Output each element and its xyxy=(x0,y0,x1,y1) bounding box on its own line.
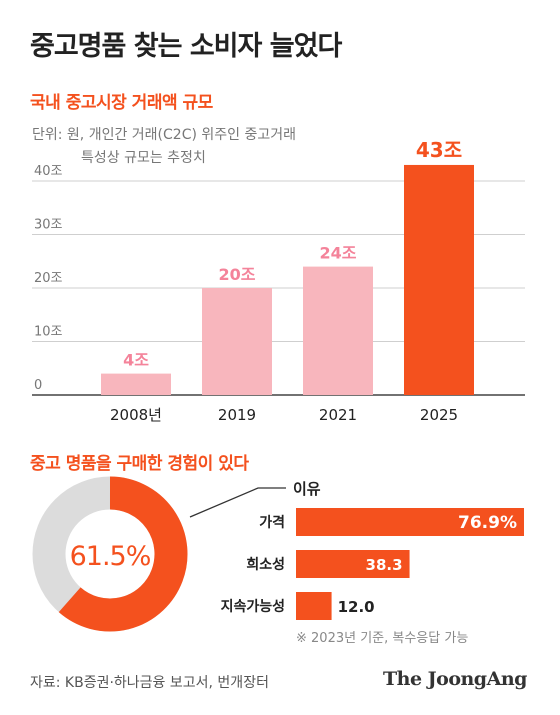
reason-value-labels: 76.9% 38.3 12.0 xyxy=(338,513,517,616)
donut-chart-title: 중고 명품을 구매한 경험이 있다 xyxy=(30,454,249,474)
connector-line xyxy=(189,487,286,518)
main-title: 중고명품 찾는 소비자 늘었다 xyxy=(30,31,342,62)
y-tick-label: 20조 xyxy=(34,271,63,286)
y-tick-label: 40조 xyxy=(34,164,63,179)
x-category-label: 2008년 xyxy=(110,406,162,424)
bar-chart-value-labels: 4조 20조 24조 43조 xyxy=(123,138,462,370)
reason-category-label: 희소성 xyxy=(246,557,285,573)
x-category-label: 2019 xyxy=(218,406,256,424)
x-category-label: 2021 xyxy=(319,406,357,424)
x-category-label: 2025 xyxy=(420,406,458,424)
reason-bars xyxy=(296,508,524,620)
bar-chart-title: 국내 중고시장 거래액 규모 xyxy=(30,93,213,113)
bar-value-label: 24조 xyxy=(320,244,357,263)
reason-value-label: 12.0 xyxy=(338,598,375,616)
bar-chart-categories: 2008년 2019 2021 2025 xyxy=(110,406,458,424)
y-tick-label: 30조 xyxy=(34,218,63,233)
reason-bar xyxy=(296,592,332,620)
reason-value-label: 76.9% xyxy=(458,513,517,533)
bar xyxy=(404,164,474,395)
bar-chart-y-ticks: 0 10조 20조 30조 40조 xyxy=(34,164,63,393)
reason-value-label: 38.3 xyxy=(366,556,403,574)
reason-bar xyxy=(296,550,410,578)
unit-note-line-2: 특성상 규모는 추정치 xyxy=(81,150,206,166)
bar-value-label: 20조 xyxy=(219,265,256,284)
reason-header: 이유 xyxy=(293,480,321,498)
bar xyxy=(202,288,272,395)
source-text: 자료: KB증권·하나금융 보고서, 번개장터 xyxy=(30,675,269,691)
reason-category-label: 지속가능성 xyxy=(221,599,285,615)
survey-note: ※ 2023년 기준, 복수응답 가능 xyxy=(296,631,468,646)
purchase-experience-donut-chart: 61.5% xyxy=(32,476,286,632)
bar-chart-bars xyxy=(101,164,474,395)
brand-logo: The JoongAng xyxy=(383,668,527,690)
unit-note-line-1: 단위: 원, 개인간 거래(C2C) 위주인 중고거래 xyxy=(32,127,296,143)
y-tick-label: 0 xyxy=(34,378,42,393)
bar-value-label: 43조 xyxy=(416,138,462,162)
reason-bar xyxy=(296,508,524,536)
bar xyxy=(101,373,171,395)
bar-value-label: 4조 xyxy=(123,351,149,370)
donut-value-label: 61.5% xyxy=(70,541,151,572)
reason-category-label: 가격 xyxy=(259,514,285,531)
y-tick-label: 10조 xyxy=(34,325,63,340)
donut-value-arc xyxy=(58,476,188,632)
bar xyxy=(303,266,373,395)
